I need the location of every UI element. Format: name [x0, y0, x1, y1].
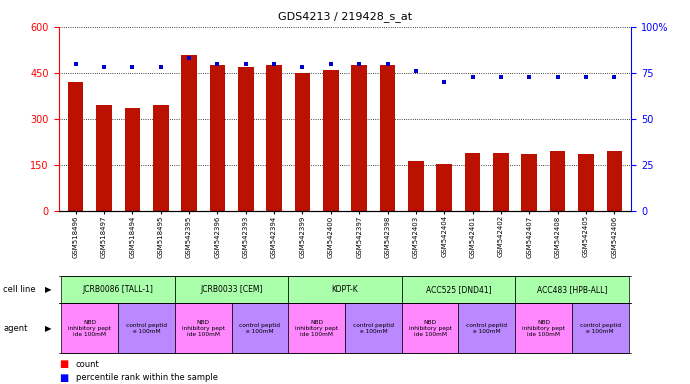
Text: control peptid
e 100mM: control peptid e 100mM — [580, 323, 621, 334]
Text: control peptid
e 100mM: control peptid e 100mM — [239, 323, 280, 334]
Text: control peptid
e 100mM: control peptid e 100mM — [126, 323, 167, 334]
Point — [354, 61, 365, 67]
Point — [297, 65, 308, 71]
Text: ■: ■ — [59, 373, 68, 383]
Point — [382, 61, 393, 67]
Point — [552, 74, 563, 80]
Bar — [125, 108, 140, 211]
Bar — [351, 65, 367, 211]
Text: ■: ■ — [59, 359, 68, 369]
Text: ACC483 [HPB-ALL]: ACC483 [HPB-ALL] — [537, 285, 607, 295]
Bar — [153, 105, 168, 211]
Bar — [68, 82, 83, 211]
Bar — [295, 73, 310, 211]
Point — [127, 65, 138, 71]
Point — [580, 74, 591, 80]
Point — [99, 65, 110, 71]
Text: count: count — [76, 359, 99, 369]
Bar — [465, 153, 480, 211]
Text: KOPT-K: KOPT-K — [332, 285, 358, 295]
Bar — [210, 65, 225, 211]
Point — [155, 65, 166, 71]
Text: NBD
inhibitory pept
ide 100mM: NBD inhibitory pept ide 100mM — [295, 320, 338, 337]
Text: NBD
inhibitory pept
ide 100mM: NBD inhibitory pept ide 100mM — [181, 320, 225, 337]
Bar — [493, 153, 509, 211]
Text: control peptid
e 100mM: control peptid e 100mM — [353, 323, 394, 334]
Point — [467, 74, 478, 80]
Point — [411, 68, 422, 74]
Bar — [238, 67, 253, 211]
Bar — [380, 65, 395, 211]
Bar — [181, 55, 197, 211]
Point — [439, 79, 450, 85]
Bar — [578, 154, 594, 211]
Point — [325, 61, 336, 67]
Text: control peptid
e 100mM: control peptid e 100mM — [466, 323, 507, 334]
Text: NBD
inhibitory pept
ide 100mM: NBD inhibitory pept ide 100mM — [408, 320, 451, 337]
Bar — [323, 70, 339, 211]
Point — [495, 74, 506, 80]
Bar — [266, 65, 282, 211]
Text: NBD
inhibitory pept
ide 100mM: NBD inhibitory pept ide 100mM — [68, 320, 111, 337]
Bar — [550, 151, 565, 211]
Text: agent: agent — [3, 324, 28, 333]
Bar — [96, 105, 112, 211]
Bar — [437, 164, 452, 211]
Text: GDS4213 / 219428_s_at: GDS4213 / 219428_s_at — [278, 12, 412, 22]
Bar — [522, 154, 537, 211]
Point — [70, 61, 81, 67]
Text: cell line: cell line — [3, 285, 36, 295]
Bar — [607, 151, 622, 211]
Text: ▶: ▶ — [45, 285, 52, 295]
Text: ACC525 [DND41]: ACC525 [DND41] — [426, 285, 491, 295]
Text: ▶: ▶ — [45, 324, 52, 333]
Text: JCRB0086 [TALL-1]: JCRB0086 [TALL-1] — [83, 285, 154, 295]
Point — [184, 55, 195, 61]
Bar — [408, 161, 424, 211]
Point — [212, 61, 223, 67]
Text: NBD
inhibitory pept
ide 100mM: NBD inhibitory pept ide 100mM — [522, 320, 565, 337]
Text: percentile rank within the sample: percentile rank within the sample — [76, 373, 218, 382]
Point — [240, 61, 251, 67]
Point — [609, 74, 620, 80]
Point — [524, 74, 535, 80]
Text: JCRB0033 [CEM]: JCRB0033 [CEM] — [200, 285, 263, 295]
Point — [268, 61, 279, 67]
